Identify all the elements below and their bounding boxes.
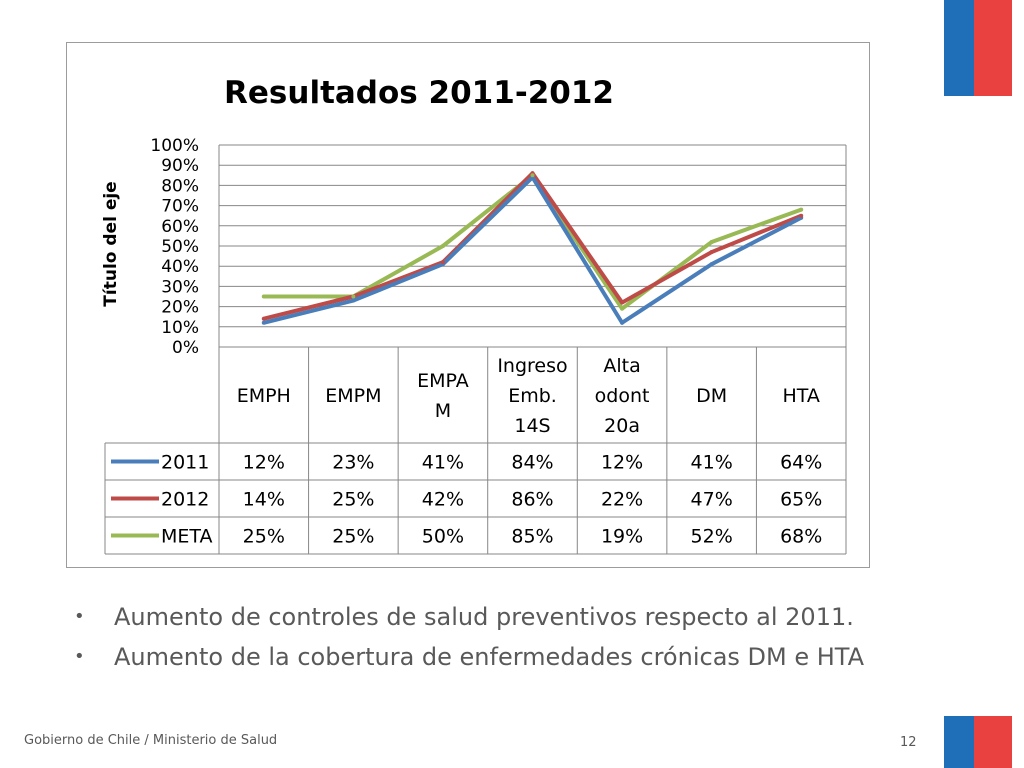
category-label: HTA: [783, 385, 820, 407]
data-label: 23%: [332, 452, 374, 474]
category-label: 14S: [514, 415, 550, 437]
legend-label: META: [161, 526, 213, 548]
bullet-text: Aumento de la cobertura de enfermedades …: [114, 643, 864, 671]
y-tick-label: 90%: [161, 156, 199, 176]
data-point-meta: [799, 207, 804, 212]
data-label: 86%: [511, 489, 553, 511]
data-label: 64%: [780, 452, 822, 474]
y-tick-label: 10%: [161, 318, 199, 338]
data-label: 50%: [422, 526, 464, 548]
data-label: 84%: [511, 452, 553, 474]
page-number: 12: [900, 735, 917, 750]
data-label: 25%: [332, 526, 374, 548]
line-chart: Resultados 2011-20120%10%20%30%40%50%60%…: [101, 75, 847, 555]
data-label: 52%: [691, 526, 733, 548]
data-label: 25%: [332, 489, 374, 511]
data-point-2012: [440, 260, 445, 265]
data-point-meta: [530, 173, 535, 178]
footer-source: Gobierno de Chile / Ministerio de Salud: [24, 733, 278, 748]
data-point-meta: [620, 306, 625, 311]
y-tick-label: 20%: [161, 298, 199, 318]
flag-logo-top: [944, 0, 1012, 96]
category-label: EMPH: [237, 385, 291, 407]
flag-blue-stripe: [944, 0, 974, 96]
category-label: odont: [595, 385, 650, 407]
data-point-2012: [261, 316, 266, 321]
y-tick-label: 100%: [150, 136, 199, 156]
data-label: 68%: [780, 526, 822, 548]
category-label: 20a: [604, 415, 640, 437]
data-point-2012: [709, 250, 714, 255]
data-point-meta: [351, 294, 356, 299]
legend-label: 2011: [161, 452, 209, 474]
data-point-meta: [440, 244, 445, 248]
category-label: Emb.: [508, 385, 557, 407]
data-point-2011: [261, 320, 266, 325]
flag-blue-stripe: [944, 716, 974, 768]
series-line-meta: [263, 173, 802, 311]
bullet-list: • Aumento de controles de salud preventiv…: [74, 600, 944, 680]
category-label: M: [435, 400, 451, 422]
data-label: 12%: [243, 452, 285, 474]
data-point-2011: [620, 320, 625, 325]
bullet-item: • Aumento de controles de salud preventiv…: [74, 603, 854, 631]
data-label: 22%: [601, 489, 643, 511]
data-label: 85%: [511, 526, 553, 548]
data-point-meta: [709, 239, 714, 244]
y-tick-label: 80%: [161, 176, 199, 196]
category-label: EMPM: [325, 385, 381, 407]
data-point-2011: [709, 262, 714, 267]
data-point-meta: [261, 294, 266, 299]
legend-label: 2012: [161, 489, 209, 511]
chart-frame: Resultados 2011-2012 0% 10% 20% 30% 40% 50% 60%…: [66, 42, 870, 568]
flag-red-stripe: [974, 0, 1012, 96]
y-tick-label: 50%: [161, 237, 199, 257]
data-label: 47%: [691, 489, 733, 511]
flag-logo-bottom: [944, 716, 1012, 768]
category-label: DM: [696, 385, 727, 407]
category-label: EMPA: [417, 370, 469, 392]
data-point-2012: [799, 213, 804, 218]
data-point-2012: [620, 300, 625, 305]
data-label: 19%: [601, 526, 643, 548]
bullet-text: Aumento de controles de salud preventivo…: [114, 603, 854, 631]
bullet-item: • Aumento de la cobertura de enfermedades…: [74, 643, 864, 671]
y-axis-title: Título del eje: [101, 181, 121, 306]
data-label: 14%: [243, 489, 285, 511]
flag-red-stripe: [974, 716, 1012, 768]
data-point-2011: [351, 298, 356, 303]
category-label: Alta: [603, 355, 640, 377]
data-label: 12%: [601, 452, 643, 474]
data-label: 25%: [243, 526, 285, 548]
data-label: 65%: [780, 489, 822, 511]
data-label: 42%: [422, 489, 464, 511]
chart-title: Resultados 2011-2012: [224, 75, 614, 111]
y-tick-label: 60%: [161, 217, 199, 237]
y-tick-label: 40%: [161, 257, 199, 277]
category-label: Ingreso: [497, 355, 567, 377]
data-label: 41%: [422, 452, 464, 474]
y-tick-label: 30%: [161, 277, 199, 297]
y-tick-label: 70%: [161, 197, 199, 217]
data-label: 41%: [691, 452, 733, 474]
y-tick-label: 0%: [172, 338, 199, 358]
